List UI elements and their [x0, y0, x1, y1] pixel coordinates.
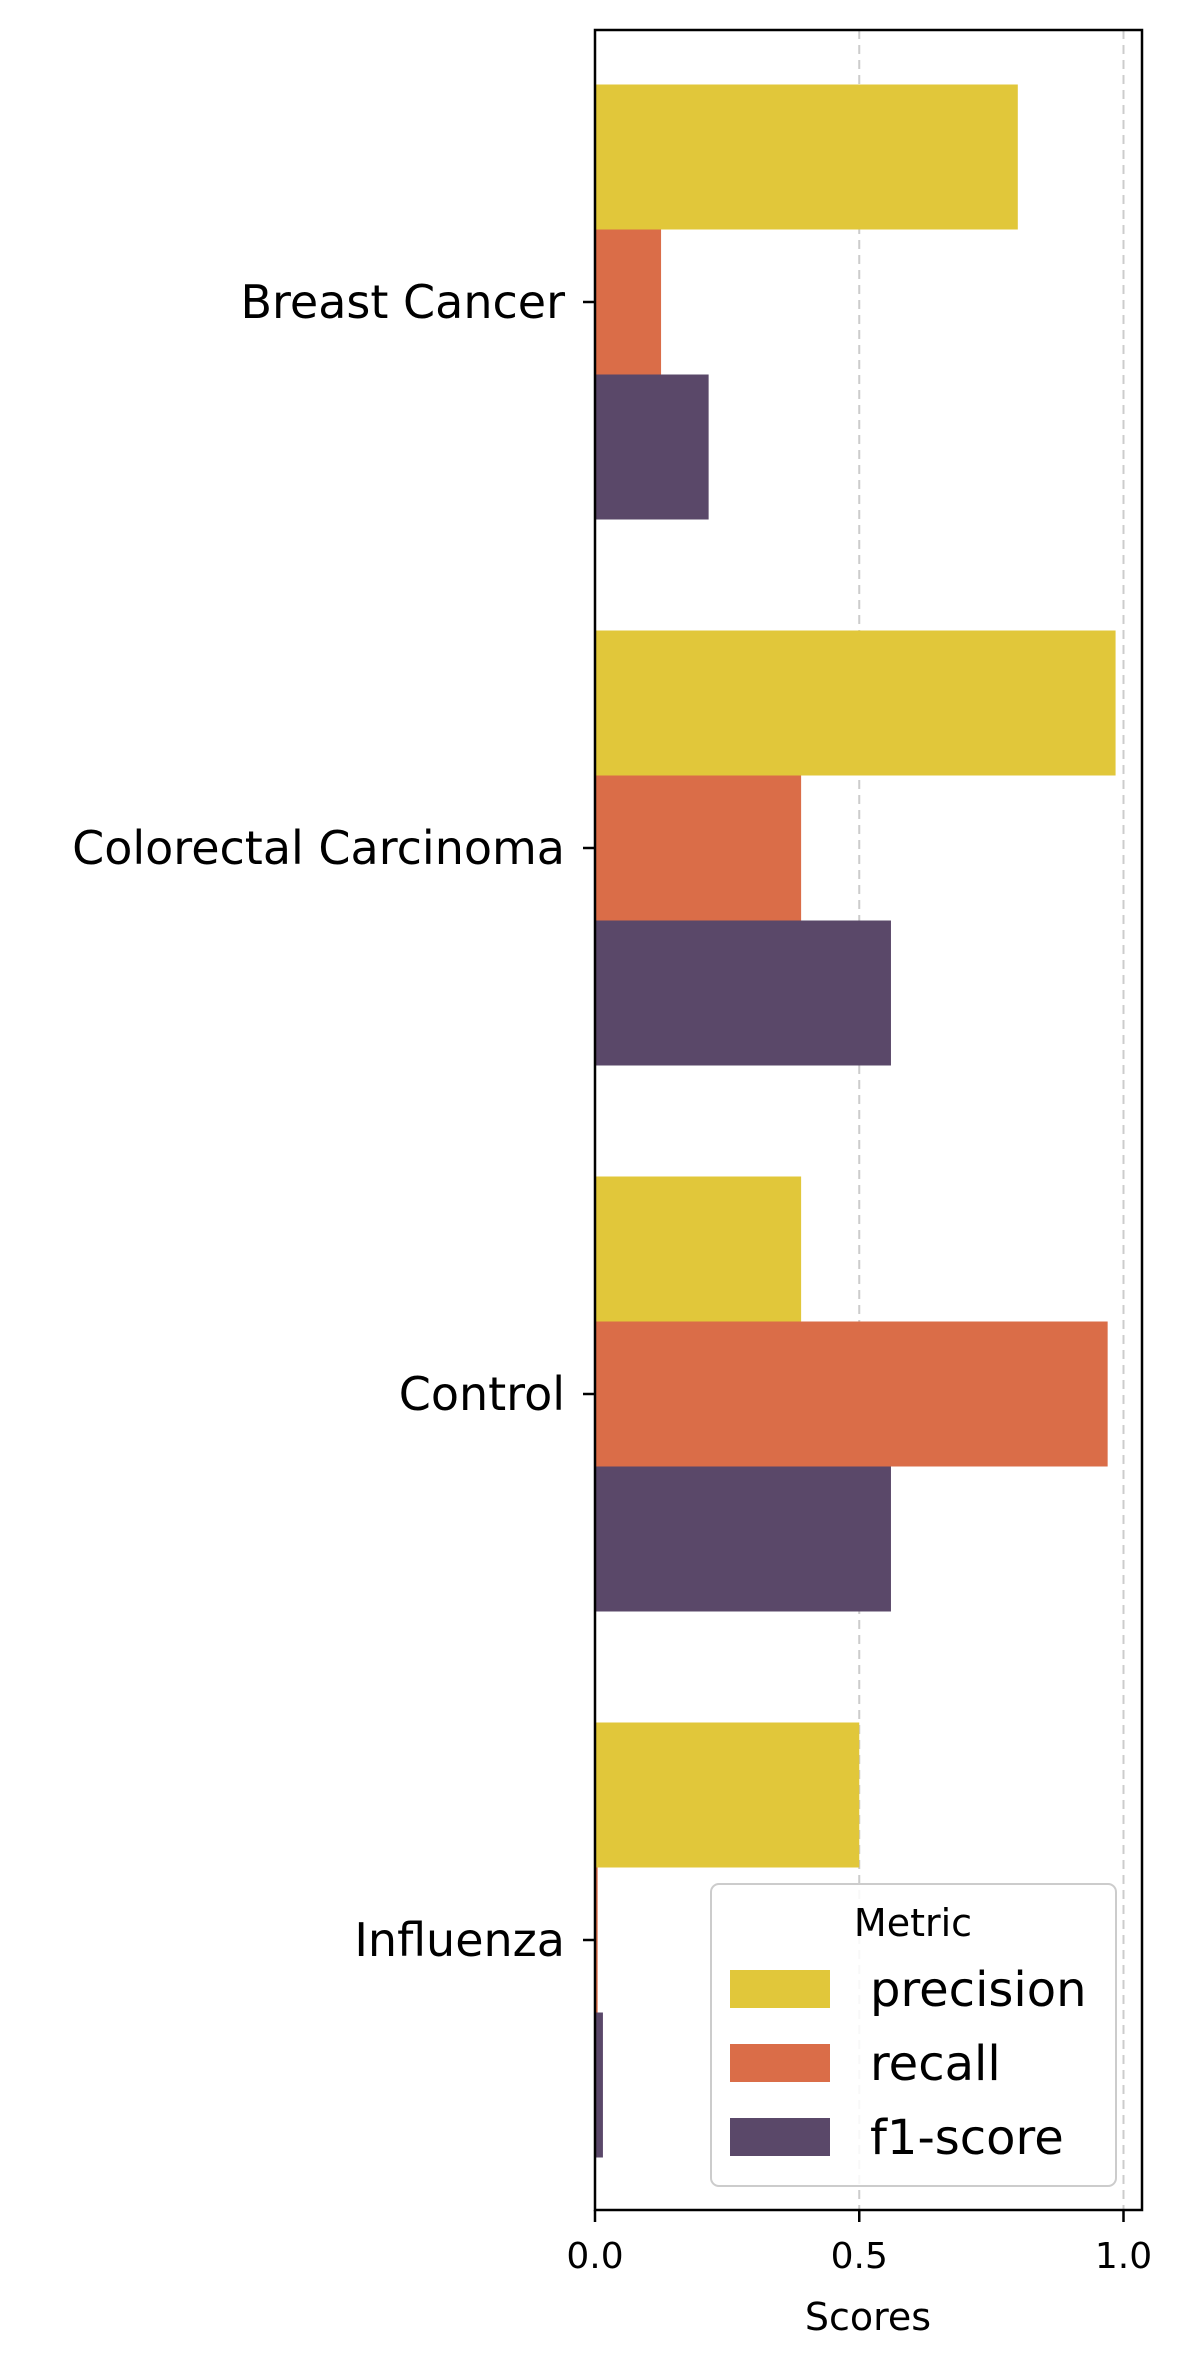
bar-precision	[595, 1722, 860, 1868]
legend-label-recall: recall	[870, 2036, 1001, 2092]
x-tick-label: 0.0	[566, 2236, 623, 2277]
bar-f1-score	[595, 374, 709, 520]
bars-layer	[595, 84, 1116, 2158]
legend-swatch-precision	[730, 1970, 830, 2008]
bar-recall	[595, 1867, 598, 2013]
x-axis-title: Scores	[805, 2295, 931, 2339]
bar-precision	[595, 1176, 802, 1322]
legend: Metric precision recall f1-score	[710, 1883, 1117, 2187]
legend-label-f1-score: f1-score	[870, 2110, 1064, 2166]
bar-recall	[595, 229, 662, 375]
x-axis: 0.0 0.5 1.0	[566, 2210, 1152, 2277]
y-tick-label: Breast Cancer	[240, 275, 565, 329]
legend-swatch-f1-score	[730, 2118, 830, 2156]
y-axis: Breast Cancer Colorectal Carcinoma Control…	[72, 275, 595, 1967]
bar-precision	[595, 84, 1018, 230]
bar-f1-score	[595, 1466, 891, 1612]
x-tick-label: 0.5	[831, 2236, 888, 2277]
legend-box	[710, 1883, 1117, 2187]
y-tick-label: Influenza	[354, 1913, 565, 1967]
bar-recall	[595, 775, 802, 921]
legend-title: Metric	[854, 1901, 972, 1945]
bar-f1-score	[595, 920, 891, 1066]
y-tick-label: Colorectal Carcinoma	[72, 821, 565, 875]
bar-precision	[595, 630, 1116, 776]
plot-frame	[593, 28, 1144, 2212]
bar-recall	[595, 1321, 1108, 1467]
x-tick-label: 1.0	[1095, 2236, 1152, 2277]
legend-entries: precision recall f1-score	[730, 1962, 1087, 2166]
bar-f1-score	[595, 2012, 603, 2158]
y-tick-label: Control	[399, 1367, 565, 1421]
legend-label-precision: precision	[870, 1962, 1087, 2018]
legend-swatch-recall	[730, 2044, 830, 2082]
